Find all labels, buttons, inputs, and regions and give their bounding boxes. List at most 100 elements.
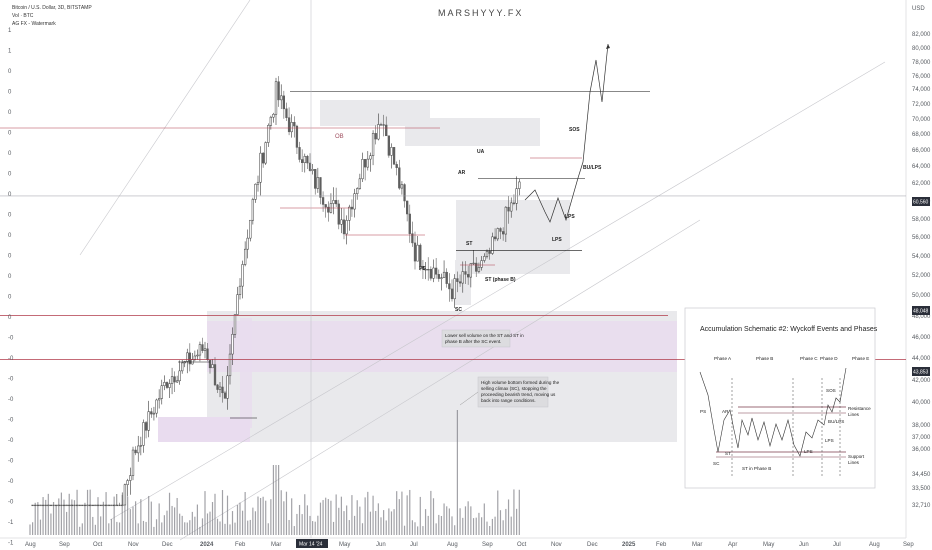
candle-body [163, 382, 166, 386]
candle-body [311, 168, 314, 171]
candle-body [385, 124, 388, 137]
volume-bar [502, 520, 504, 535]
svg-text:High volume bottom formed duri: High volume bottom formed during the [481, 380, 560, 385]
candle-body [57, 504, 60, 507]
candle-body [453, 278, 456, 300]
candle-body [502, 231, 505, 235]
volume-bar [184, 522, 186, 535]
projection-layer [524, 43, 610, 223]
volume-bar [110, 518, 113, 535]
candle-body [282, 95, 285, 110]
svg-text:phase B after the SC event.: phase B after the SC event. [445, 339, 501, 344]
volume-bar [55, 505, 57, 535]
candle-body [285, 108, 288, 118]
price-tick-label: 78,000 [912, 60, 931, 66]
candle-body [147, 411, 150, 431]
volume-bar [483, 503, 485, 535]
candle-body [70, 504, 73, 507]
candle-body [293, 122, 296, 127]
volume-bar [58, 498, 60, 535]
time-tick-label: Jun [799, 542, 809, 548]
volume-bar [257, 496, 259, 535]
candle-body [518, 181, 521, 189]
candle-body [83, 504, 87, 507]
volume-bar [301, 514, 303, 535]
label-st-phase-b: ST (phase B) [485, 277, 516, 283]
volume-bar [306, 505, 308, 535]
volume-bar [499, 510, 502, 535]
svg-text:proceeding bearish trend, movi: proceeding bearish trend, moving us [481, 392, 556, 397]
volume-bar [430, 490, 432, 535]
price-badge-resistance: 48,048 [912, 306, 930, 315]
volume-bar [309, 515, 311, 535]
candle-body [395, 164, 398, 169]
volume-bar [411, 520, 413, 535]
price-tick-label: 32,710 [912, 503, 931, 509]
candle-body [363, 159, 367, 168]
time-tick-label: Jul [833, 542, 841, 548]
label-ua: UA [477, 149, 485, 155]
volume-bar [50, 513, 52, 535]
price-tick-label: 42,000 [912, 378, 931, 384]
candle-body [342, 219, 346, 235]
inset-sos: SOS [826, 388, 836, 393]
time-tick-label: Apr [728, 542, 737, 548]
candle-body [243, 248, 247, 265]
volume-bar [456, 410, 458, 535]
candle-body [99, 504, 102, 507]
time-tick-label: Oct [93, 542, 103, 548]
volume-bar [438, 514, 440, 535]
volume-bar [388, 508, 390, 535]
candle-body [211, 364, 214, 369]
volume-bar [335, 494, 337, 535]
time-tick-label: Sep [482, 542, 493, 548]
candle-body [472, 262, 475, 265]
candle-body [345, 220, 348, 235]
volume-bar [239, 502, 241, 535]
volume-bar [94, 524, 96, 535]
inset-title: Accumulation Schematic #2: Wyckoff Event… [700, 326, 878, 333]
volume-bar [153, 526, 155, 535]
volume-bar [270, 499, 272, 535]
price-tick-label: 74,000 [912, 87, 931, 93]
price-tick-label: 38,000 [912, 423, 931, 429]
candle-body [94, 504, 97, 507]
volume-bar [285, 491, 288, 535]
note-high-volume-bottom: High volume bottom formed during the sel… [459, 376, 560, 408]
candle-body [461, 271, 464, 284]
volume-bar [76, 489, 78, 535]
time-tick-label: Feb [235, 542, 246, 548]
volume-bar [451, 516, 453, 535]
time-tick-label: Dec [162, 542, 173, 548]
volume-bar [432, 498, 435, 535]
candle-body [448, 283, 451, 290]
time-tick-label: Sep [59, 542, 70, 548]
volume-bar [304, 494, 306, 535]
candle-body [280, 95, 283, 101]
left-tick-label: -0 [8, 500, 14, 506]
volume-bar [327, 499, 329, 535]
candle-body [49, 504, 53, 507]
volume-bar [186, 522, 188, 535]
volume-bar [129, 509, 131, 535]
time-tick-label: 2025 [622, 542, 636, 548]
price-axis[interactable]: 82,000 80,000 78,000 76,000 74,000 72,000 70,0… [912, 32, 931, 509]
volume-bar [288, 519, 290, 535]
volume-bar [145, 521, 147, 535]
volume-bar [401, 491, 403, 535]
inset-ps: PS [700, 409, 706, 414]
candle-body [75, 504, 79, 507]
price-tick-label: 37,000 [912, 435, 931, 441]
candle-body [442, 271, 446, 278]
volume-bar [348, 520, 350, 535]
inset-resistance: Resistance [848, 406, 871, 411]
volume-bar [201, 518, 204, 535]
svg-text:48,048: 48,048 [913, 309, 929, 315]
volume-bar [513, 489, 515, 535]
candle-body [34, 504, 37, 507]
time-tick-label: Mar [692, 542, 702, 548]
volume-bar [510, 516, 512, 535]
candle-body [450, 288, 454, 300]
